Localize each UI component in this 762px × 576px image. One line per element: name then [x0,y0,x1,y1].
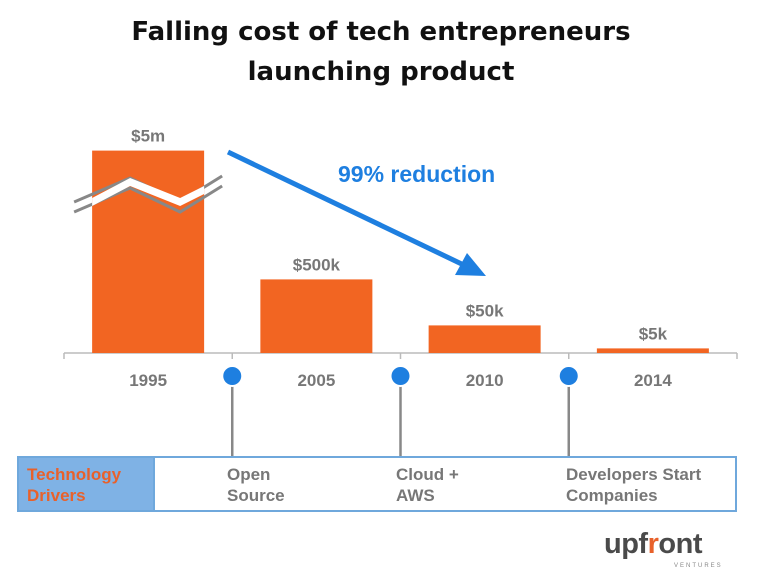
milestone-dot [221,365,244,387]
title-line-2: launching product [247,57,515,87]
upfront-logo: upfront VENTURES [604,528,754,572]
reduction-arrowhead [455,253,486,276]
data-label-1995: $5m [131,127,165,146]
data-label-2005: $500k [293,255,341,274]
tick-label-1995: 1995 [129,371,167,390]
annotation-label: 99% reduction [338,161,495,187]
bar-2005 [260,279,373,353]
tick-label-2014: 2014 [634,371,672,390]
tick-label-2010: 2010 [466,371,504,390]
logo-wordmark: upfront [604,528,702,560]
technology-drivers-row: Technology Drivers Open Source Cloud + A… [17,456,737,512]
milestone-dot [389,365,412,387]
milestone-dot [557,365,580,387]
chart-title: Falling cost of tech entrepreneurs launc… [0,12,762,92]
technology-drivers-label: Technology Drivers [19,458,155,510]
reduction-arrow [226,149,472,271]
driver-developers-start-companies: Developers Start Companies [566,465,702,505]
data-label-2014: $5k [639,324,668,343]
bar-1995 [92,150,205,353]
bar-chart: $5m 1995 $500k 2005 $50k 2010 $5k 2014 99% reduc… [63,127,738,456]
drivers-label-line-1: Technology [27,465,122,484]
bar-2010 [428,325,541,353]
title-line-1: Falling cost of tech entrepreneurs [131,17,631,47]
bar-2014 [596,348,709,353]
tick-label-2005: 2005 [297,371,335,390]
driver-cloud-aws: Cloud + AWS [396,465,459,505]
data-label-2010: $50k [466,301,504,320]
driver-open-source: Open Source [227,465,285,505]
axis-break-gap [92,178,205,206]
drivers-label-line-2: Drivers [27,486,86,505]
logo-subtitle: VENTURES [674,563,723,569]
